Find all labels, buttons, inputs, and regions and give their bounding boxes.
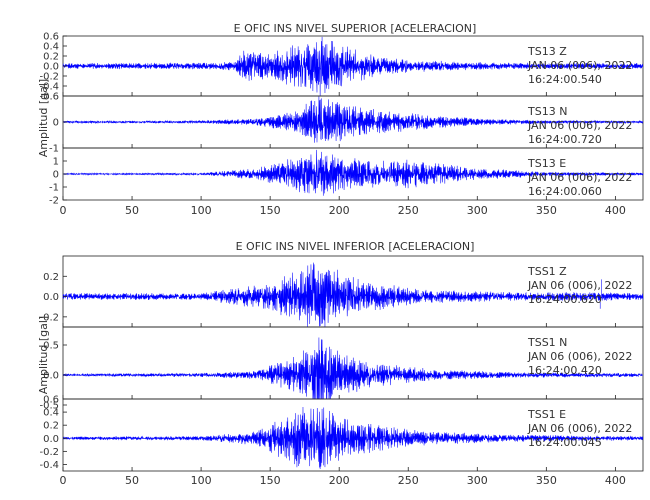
channel-date: JAN 06 (006), 2022 bbox=[527, 350, 632, 363]
x-tick-label: 350 bbox=[536, 474, 557, 487]
waveform-trace bbox=[62, 36, 644, 97]
channel-time: 16:24:00.420 bbox=[528, 364, 602, 377]
x-tick-label: 300 bbox=[467, 474, 488, 487]
x-tick-label: 150 bbox=[260, 204, 281, 217]
y-tick-label: 0 bbox=[53, 170, 59, 181]
channel-date: JAN 06 (006), 2022 bbox=[527, 119, 632, 132]
y-tick-label: 0.5 bbox=[43, 341, 59, 352]
channel-time: 16:24:00.620 bbox=[528, 293, 602, 306]
panel-frame bbox=[62, 398, 644, 472]
x-tick-label: 100 bbox=[191, 474, 212, 487]
y-tick-label: 0 bbox=[53, 118, 59, 129]
y-tick-label: -0.4 bbox=[39, 82, 59, 93]
waveform-trace bbox=[62, 407, 644, 470]
waveform-trace bbox=[62, 337, 644, 400]
y-tick-label: 0.4 bbox=[43, 408, 59, 419]
x-tick-label: 250 bbox=[398, 474, 419, 487]
channel-date: JAN 06 (006), 2022 bbox=[527, 59, 632, 72]
channel-time: 16:24:00.720 bbox=[528, 133, 602, 146]
top-figure-title: E OFIC INS NIVEL SUPERIOR [ACELERACION] bbox=[234, 22, 477, 35]
x-tick-label: 200 bbox=[329, 204, 350, 217]
y-tick-label: 0.6 bbox=[43, 32, 59, 43]
channel-label: TSS1 E bbox=[527, 408, 566, 421]
x-tick-label: 400 bbox=[605, 474, 626, 487]
channel-date: JAN 06 (006), 2022 bbox=[527, 279, 632, 292]
y-tick-label: -0.4 bbox=[39, 460, 59, 471]
bottom-figure-title: E OFIC INS NIVEL INFERIOR [ACELERACION] bbox=[236, 240, 475, 253]
channel-label: TS13 E bbox=[527, 157, 566, 170]
channel-time: 16:24:00.540 bbox=[528, 73, 602, 86]
x-tick-label: 400 bbox=[605, 204, 626, 217]
channel-date: JAN 06 (006), 2022 bbox=[527, 171, 632, 184]
y-tick-label: 0.6 bbox=[43, 395, 59, 406]
y-tick-label: 0.2 bbox=[43, 421, 59, 432]
y-tick-label: -0.2 bbox=[39, 72, 59, 83]
y-tick-label: 0.2 bbox=[43, 52, 59, 63]
channel-label: TS13 Z bbox=[527, 45, 567, 58]
x-tick-label: 100 bbox=[191, 204, 212, 217]
x-tick-label: 0 bbox=[60, 204, 67, 217]
y-tick-label: -2 bbox=[49, 196, 59, 207]
y-tick-label: 0.0 bbox=[43, 62, 59, 73]
x-tick-label: 0 bbox=[60, 474, 67, 487]
y-tick-label: 1 bbox=[53, 157, 59, 168]
y-tick-label: 0.4 bbox=[43, 42, 59, 53]
x-tick-label: 50 bbox=[125, 204, 139, 217]
channel-date: JAN 06 (006), 2022 bbox=[527, 422, 632, 435]
channel-label: TSS1 Z bbox=[527, 265, 567, 278]
waveform-trace bbox=[62, 262, 644, 328]
x-tick-label: 50 bbox=[125, 474, 139, 487]
waveform-trace bbox=[62, 149, 644, 196]
y-tick-label: -1 bbox=[49, 144, 59, 155]
top-ylabel: Amplitud [gal] bbox=[37, 79, 50, 157]
x-tick-label: 200 bbox=[329, 474, 350, 487]
y-tick-label: -0.5 bbox=[39, 401, 59, 412]
waveform-trace bbox=[62, 96, 644, 143]
x-tick-label: 150 bbox=[260, 474, 281, 487]
y-tick-label: -1 bbox=[49, 183, 59, 194]
x-tick-label: 250 bbox=[398, 204, 419, 217]
y-tick-label: -0.2 bbox=[39, 447, 59, 458]
channel-label: TSS1 N bbox=[527, 336, 567, 349]
channel-label: TS13 N bbox=[527, 105, 567, 118]
y-tick-label: -0.6 bbox=[39, 92, 59, 103]
x-tick-label: 350 bbox=[536, 204, 557, 217]
y-tick-label: 0.0 bbox=[43, 292, 59, 303]
x-tick-label: 300 bbox=[467, 204, 488, 217]
channel-time: 16:24:00.045 bbox=[528, 436, 602, 449]
bottom-ylabel: Amplitud [gal] bbox=[37, 316, 50, 394]
y-tick-label: 0.2 bbox=[43, 272, 59, 283]
y-tick-label: 0.0 bbox=[43, 371, 59, 382]
y-tick-label: -0.2 bbox=[39, 312, 59, 323]
channel-time: 16:24:00.060 bbox=[528, 185, 602, 198]
y-tick-label: 0.0 bbox=[43, 434, 59, 445]
